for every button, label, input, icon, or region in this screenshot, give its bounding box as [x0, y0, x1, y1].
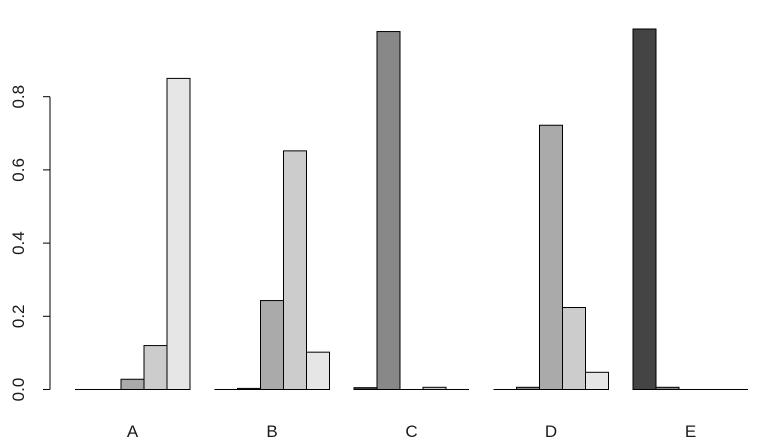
bar-A-5: [166, 77, 191, 391]
y-axis: 0.0 0.2 0.4 0.6 0.8: [9, 85, 51, 402]
bar-D-3: [539, 124, 563, 391]
bar-B-5: [306, 351, 330, 390]
y-tick-label: 0.4: [9, 231, 28, 255]
x-tick-label: D: [545, 422, 557, 441]
bar-C-1: [353, 387, 378, 391]
bar-B-4: [283, 150, 307, 390]
x-tick-label: C: [405, 422, 417, 441]
x-tick-label: A: [127, 422, 139, 441]
bar-D-2: [516, 386, 540, 390]
y-tick-label: 0.6: [9, 158, 28, 182]
bars: [120, 28, 680, 391]
bar-E-2: [655, 386, 680, 390]
bar-C-2: [376, 31, 401, 390]
x-axis-labels: A B C D E: [127, 422, 696, 441]
bar-D-4: [562, 307, 586, 390]
y-tick-label: 0.2: [9, 304, 28, 328]
bar-B-2: [237, 387, 261, 391]
bar-A-4: [143, 345, 168, 390]
y-tick-label: 0.0: [9, 378, 28, 402]
bar-A-3: [120, 378, 145, 391]
bar-B-3: [260, 300, 284, 391]
bar-C-4: [422, 386, 447, 390]
x-tick-label: E: [685, 422, 696, 441]
x-tick-label: B: [266, 422, 277, 441]
y-tick-label: 0.8: [9, 85, 28, 109]
bar-D-5: [585, 371, 609, 391]
bar-E-1: [632, 28, 657, 391]
